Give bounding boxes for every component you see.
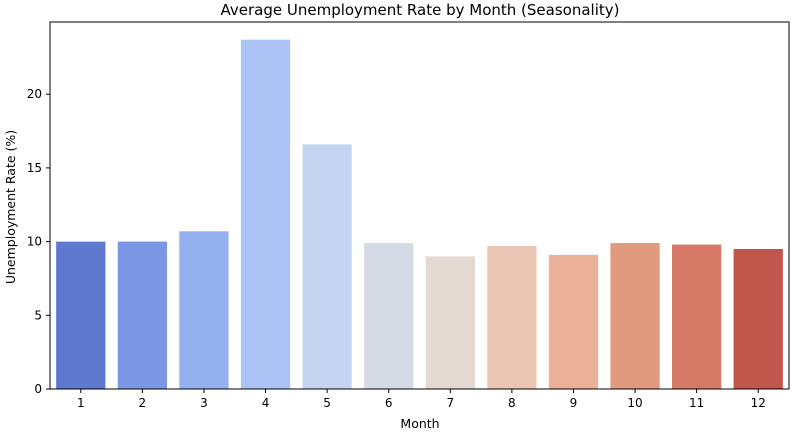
bar-month-2 — [117, 241, 168, 389]
bar-month-7 — [425, 256, 475, 389]
bar-month-5 — [302, 144, 352, 389]
x-tick-label: 6 — [385, 396, 393, 410]
x-axis-label: Month — [400, 416, 439, 431]
x-tick-label: 4 — [262, 396, 270, 410]
x-axis-ticks: 1 2 3 4 5 6 7 8 9 10 11 12 — [77, 389, 766, 410]
bar-month-12 — [733, 248, 783, 389]
bars-group — [56, 39, 783, 390]
x-tick-label: 3 — [200, 396, 208, 410]
bar-month-4 — [240, 39, 291, 390]
bar-month-6 — [364, 243, 414, 389]
bar-month-8 — [487, 246, 537, 389]
y-tick-label: 10 — [27, 235, 42, 249]
x-tick-label: 5 — [323, 396, 331, 410]
x-tick-label: 10 — [627, 396, 642, 410]
x-tick-label: 8 — [508, 396, 516, 410]
bar-month-3 — [179, 231, 229, 389]
y-tick-label: 5 — [34, 308, 42, 322]
y-axis-ticks: 0 5 10 15 20 — [27, 87, 50, 396]
x-tick-label: 12 — [751, 396, 766, 410]
y-axis-label: Unemployment Rate (%) — [3, 130, 18, 284]
y-tick-label: 20 — [27, 87, 42, 101]
bar-month-10 — [610, 243, 660, 389]
bar-month-11 — [671, 244, 722, 389]
bar-month-1 — [56, 241, 106, 389]
x-tick-label: 9 — [570, 396, 578, 410]
y-tick-label: 15 — [27, 161, 42, 175]
chart-title: Average Unemployment Rate by Month (Seas… — [221, 1, 620, 19]
x-tick-label: 2 — [139, 396, 147, 410]
plot-frame — [49, 21, 790, 390]
x-tick-label: 7 — [446, 396, 454, 410]
x-tick-label: 11 — [689, 396, 704, 410]
x-tick-label: 1 — [77, 396, 85, 410]
bar-month-9 — [548, 254, 599, 389]
y-tick-label: 0 — [34, 382, 42, 396]
